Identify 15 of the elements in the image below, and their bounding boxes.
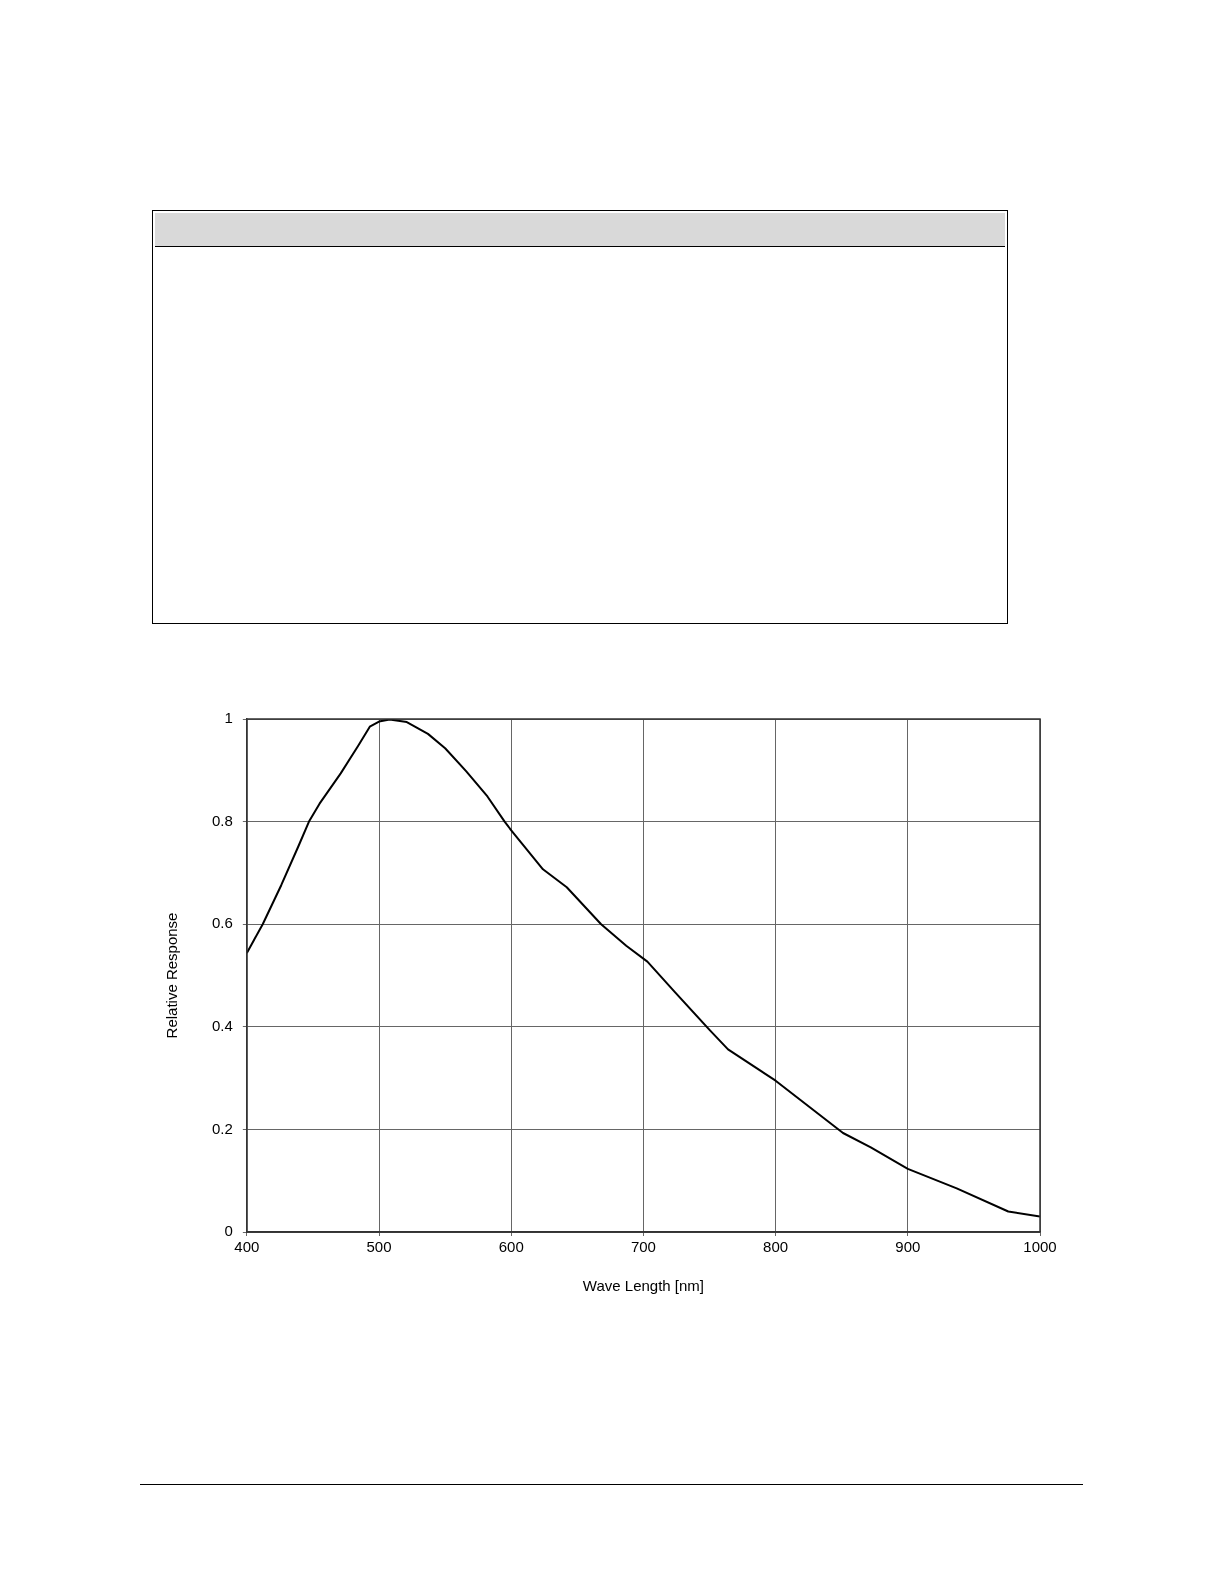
x-tick-label: 400 [234, 1238, 260, 1256]
y-tick-label: 0 [224, 1222, 233, 1240]
y-axis-title: Relative Response [163, 912, 181, 1039]
y-tick-label: 0.4 [211, 1016, 233, 1034]
y-tick-label: 0.6 [211, 914, 233, 932]
x-tick-label: 900 [895, 1238, 921, 1256]
y-tick-label: 1 [224, 709, 233, 727]
y-tick-label: 0.2 [211, 1119, 233, 1137]
y-tick-label: 0.8 [211, 811, 233, 829]
x-axis-title: Wave Length [nm] [582, 1277, 705, 1295]
x-tick-label: 500 [366, 1238, 392, 1256]
x-tick-label: 1000 [1023, 1238, 1057, 1256]
x-tick-label: 700 [630, 1238, 656, 1256]
x-tick-label: 600 [498, 1238, 524, 1256]
x-tick-label: 800 [763, 1238, 789, 1256]
